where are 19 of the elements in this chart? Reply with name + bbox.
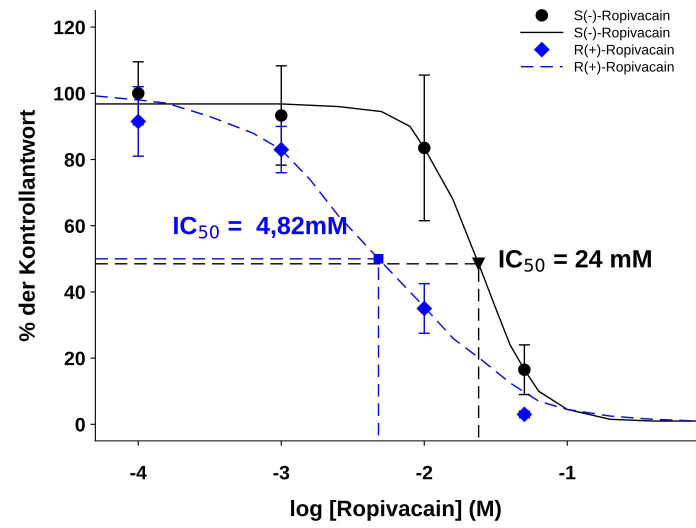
y-tick-label: 80 xyxy=(64,152,85,167)
y-tick-label: 60 xyxy=(64,219,85,233)
annotation: IC$_{50}$ = 24 mM xyxy=(500,250,651,272)
y-tick-label: 20 xyxy=(64,352,85,366)
y-tick-label: 0 xyxy=(76,418,85,432)
legend-label: S(-)-Ropivacain xyxy=(574,27,670,40)
x-tick-label: -4 xyxy=(130,466,147,480)
y-axis-title: % der Kontrollantwort xyxy=(18,110,35,342)
x-axis-title: log [Ropivacain] (M) xyxy=(291,500,501,521)
x-tick-label: -3 xyxy=(273,466,290,480)
y-tick-label: 100 xyxy=(54,86,85,101)
x-tick-label: -1 xyxy=(559,466,576,480)
annotation: IC$_{50}$ = 4,82mM xyxy=(174,216,346,238)
legend-label: R(+)-Ropivacain xyxy=(574,44,674,58)
legend-label: S(-)-Ropivacain xyxy=(574,10,670,24)
y-tick-label: 40 xyxy=(64,285,85,300)
x-tick-label: -2 xyxy=(416,466,432,480)
legend-label: R(+)-Ropivacain xyxy=(574,61,674,74)
y-tick-label: 120 xyxy=(54,20,85,34)
